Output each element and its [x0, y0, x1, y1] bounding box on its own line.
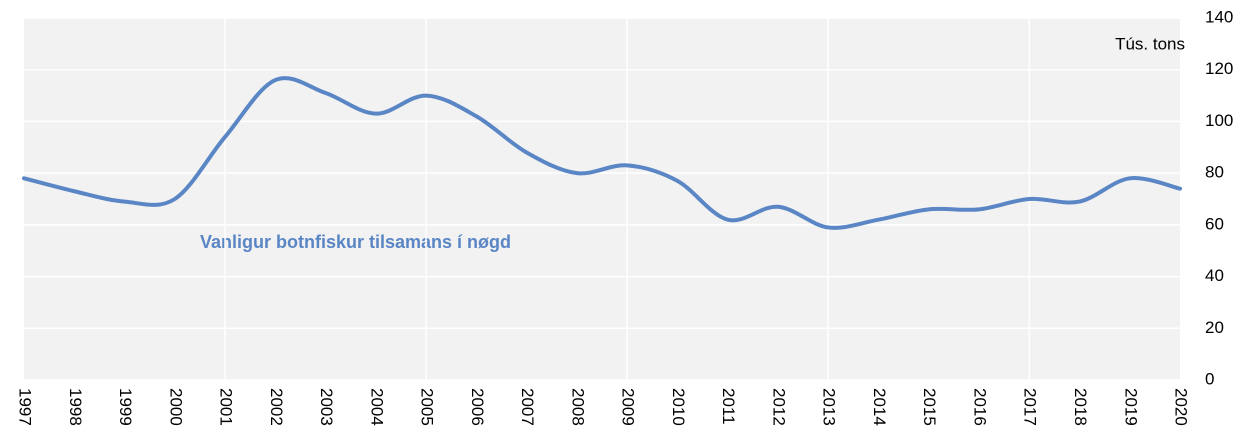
x-tick-label: 1997 — [16, 388, 35, 426]
y-tick-label: 80 — [1205, 163, 1224, 182]
x-tick-label: 2009 — [619, 388, 638, 426]
x-tick-label: 2017 — [1021, 388, 1040, 426]
x-tick-label: 2015 — [920, 388, 939, 426]
y-tick-label: 20 — [1205, 318, 1224, 337]
x-tick-label: 2016 — [970, 388, 989, 426]
plot-area — [24, 18, 1180, 380]
x-tick-label: 2007 — [518, 388, 537, 426]
line — [22, 76, 1182, 230]
x-tick-label: 2001 — [217, 388, 236, 426]
x-tick-label: 2000 — [166, 388, 185, 426]
y-tick-label: 40 — [1205, 266, 1224, 285]
y-axis-label: Tús. tons — [1115, 34, 1185, 53]
x-tick-label: 2004 — [367, 388, 386, 426]
x-tick-label: 2020 — [1172, 388, 1191, 426]
x-tick-label: 2014 — [870, 388, 889, 426]
x-tick-label: 1999 — [116, 388, 135, 426]
x-tick-label: 2002 — [267, 388, 286, 426]
x-tick-label: 2008 — [568, 388, 587, 426]
x-tick-label: 2006 — [468, 388, 487, 426]
x-tick-label: 2018 — [1071, 388, 1090, 426]
x-tick-label: 2005 — [418, 388, 437, 426]
y-tick-label: 60 — [1205, 214, 1224, 233]
y-tick-label: 140 — [1205, 7, 1233, 26]
y-tick-label: 120 — [1205, 59, 1233, 78]
x-tick-label: 2003 — [317, 388, 336, 426]
x-tick-label: 1998 — [66, 388, 85, 426]
x-tick-label: 2010 — [669, 388, 688, 426]
x-tick-label: 2011 — [719, 388, 738, 425]
series-label: Vanligur botnfiskur tilsamans í nøgd — [200, 232, 511, 252]
x-tick-label: 2013 — [820, 388, 839, 426]
x-tick-label: 2012 — [769, 388, 788, 426]
y-tick-label: 0 — [1205, 369, 1214, 388]
x-tick-label: 2019 — [1121, 388, 1140, 426]
y-tick-label: 100 — [1205, 111, 1233, 130]
